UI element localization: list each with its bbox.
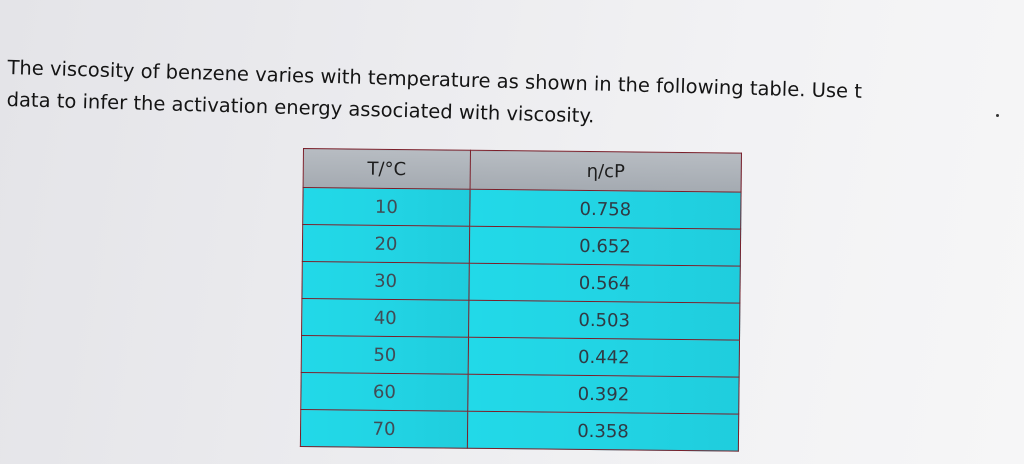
viscosity-table: T/°C η/cP 10 0.758 20 0.652 30 0.564 40 … xyxy=(300,148,742,452)
table-header-row: T/°C η/cP xyxy=(303,148,742,193)
temperature-cell: 30 xyxy=(301,261,470,301)
table-row: 20 0.652 xyxy=(302,224,741,267)
temperature-cell: 20 xyxy=(302,224,470,264)
viscosity-cell: 0.758 xyxy=(469,189,742,230)
stray-mark xyxy=(996,114,999,117)
table-row: 30 0.564 xyxy=(301,261,741,304)
viscosity-cell: 0.652 xyxy=(469,226,741,267)
viscosity-cell: 0.358 xyxy=(467,411,739,452)
table-row: 40 0.503 xyxy=(301,298,740,341)
header-temperature: T/°C xyxy=(303,148,471,190)
temperature-cell: 10 xyxy=(302,187,471,227)
question-text: The viscosity of benzene varies with tem… xyxy=(6,52,1017,144)
table-row: 60 0.392 xyxy=(300,372,740,415)
table-row: 50 0.442 xyxy=(301,335,740,378)
viscosity-cell: 0.503 xyxy=(468,300,740,341)
table-row: 70 0.358 xyxy=(300,409,739,452)
temperature-cell: 60 xyxy=(300,372,469,412)
viscosity-cell: 0.442 xyxy=(468,337,740,378)
temperature-cell: 50 xyxy=(301,335,469,375)
temperature-cell: 70 xyxy=(300,409,468,449)
table-row: 10 0.758 xyxy=(302,187,742,230)
header-viscosity: η/cP xyxy=(470,150,742,193)
viscosity-cell: 0.392 xyxy=(467,374,740,415)
viscosity-cell: 0.564 xyxy=(468,263,741,304)
temperature-cell: 40 xyxy=(301,298,469,338)
